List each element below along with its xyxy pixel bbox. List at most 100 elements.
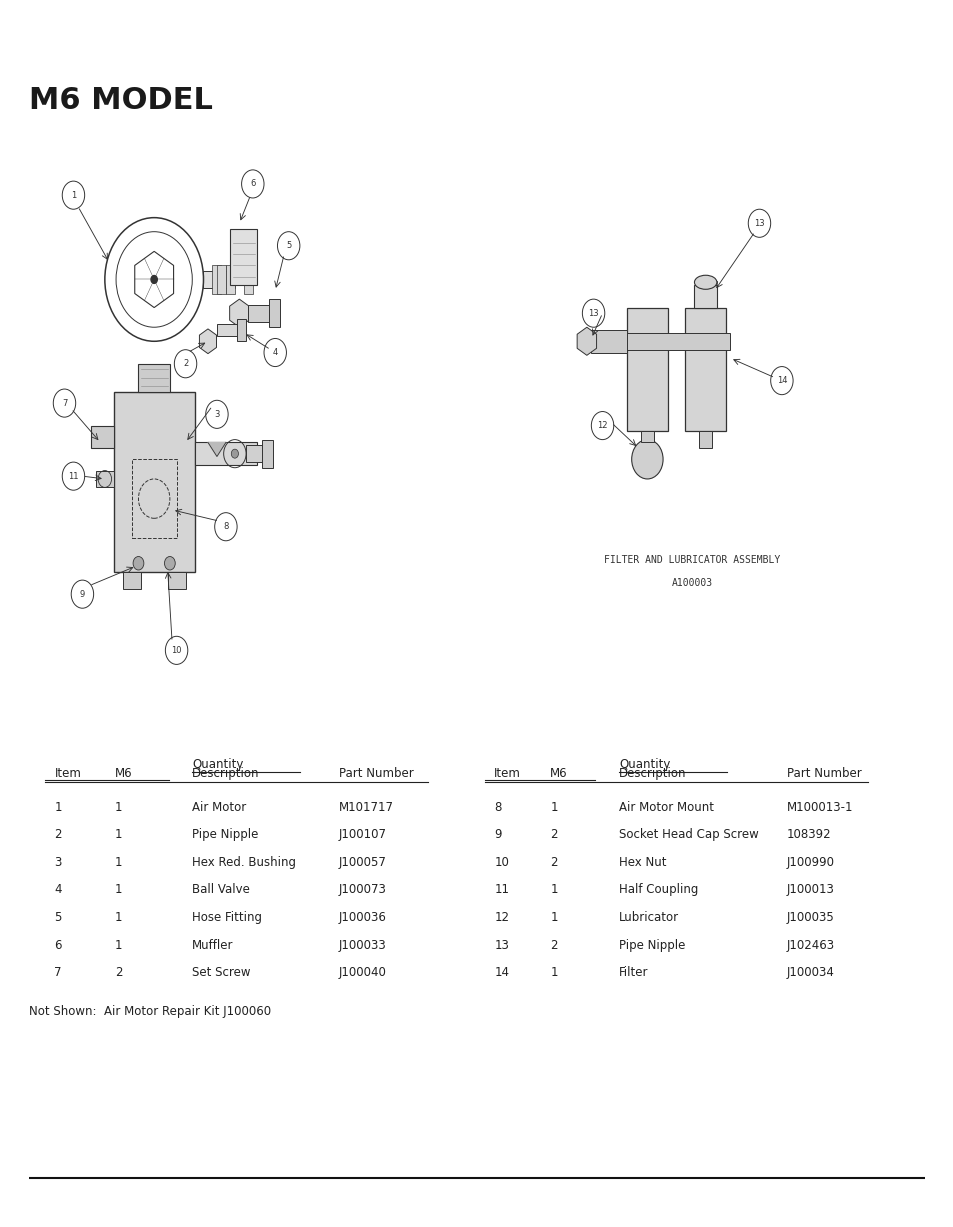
Text: Hose Fitting: Hose Fitting [192,910,262,924]
Text: 10: 10 [172,645,182,655]
Text: J100036: J100036 [338,910,386,924]
Text: 2: 2 [183,360,188,368]
FancyBboxPatch shape [237,319,246,341]
Text: 12: 12 [469,1188,484,1199]
FancyBboxPatch shape [216,324,239,336]
Polygon shape [208,443,226,456]
Text: 2: 2 [550,939,558,952]
Text: 9: 9 [80,590,85,599]
Text: Part Number: Part Number [786,767,861,780]
FancyBboxPatch shape [244,265,253,293]
Ellipse shape [694,275,716,290]
Text: 108392: 108392 [786,828,831,842]
Polygon shape [230,299,249,328]
Text: 5: 5 [54,910,62,924]
Circle shape [151,276,157,283]
Text: 1: 1 [71,190,76,200]
Text: 1: 1 [114,855,122,869]
Text: 2: 2 [54,828,62,842]
Text: 14: 14 [776,377,786,385]
Text: 1: 1 [114,883,122,896]
Text: Part Number: Part Number [338,767,413,780]
Text: Filter: Filter [618,966,648,979]
Text: 2: 2 [114,966,122,979]
FancyBboxPatch shape [113,391,194,572]
Text: Pipe Nipple: Pipe Nipple [618,939,684,952]
Text: Not Shown:  Air Motor Repair Kit J100060: Not Shown: Air Motor Repair Kit J100060 [29,1005,271,1018]
Text: Socket Head Cap Screw: Socket Head Cap Screw [618,828,758,842]
Text: 8: 8 [494,800,501,814]
FancyBboxPatch shape [138,363,170,391]
Text: 3: 3 [54,855,62,869]
Text: Description: Description [192,767,259,780]
Text: Air Motor: Air Motor [192,800,246,814]
Text: Hex Nut: Hex Nut [618,855,666,869]
FancyBboxPatch shape [95,470,113,487]
Text: 7: 7 [54,966,62,979]
Text: 2: 2 [550,828,558,842]
FancyBboxPatch shape [123,572,141,589]
FancyBboxPatch shape [91,426,113,448]
Text: Half Coupling: Half Coupling [618,883,698,896]
Text: 13: 13 [494,939,509,952]
Text: 1: 1 [550,800,558,814]
FancyBboxPatch shape [591,330,626,352]
FancyBboxPatch shape [231,229,257,285]
Text: 5: 5 [286,242,291,250]
Text: 1: 1 [550,966,558,979]
Text: 12: 12 [494,910,509,924]
Text: 13: 13 [588,309,598,318]
Text: 8: 8 [223,523,229,531]
Text: Description: Description [618,767,686,780]
FancyBboxPatch shape [268,299,279,328]
FancyBboxPatch shape [261,439,273,467]
Text: 10: 10 [494,855,509,869]
Text: 14: 14 [494,966,509,979]
Text: 1: 1 [550,883,558,896]
Text: 11: 11 [494,883,509,896]
Text: Lubricator: Lubricator [618,910,679,924]
FancyBboxPatch shape [699,431,712,448]
FancyBboxPatch shape [168,572,185,589]
Text: FILTER AND LUBRICATOR ASSEMBLY: FILTER AND LUBRICATOR ASSEMBLY [603,556,780,566]
Text: 7: 7 [62,399,67,407]
Text: 6: 6 [250,179,255,189]
Circle shape [631,439,662,479]
Text: M101717: M101717 [338,800,394,814]
FancyBboxPatch shape [622,333,730,350]
FancyBboxPatch shape [213,265,221,293]
Text: 1: 1 [114,939,122,952]
FancyBboxPatch shape [226,265,234,293]
FancyBboxPatch shape [640,431,654,443]
Text: 13: 13 [754,218,764,228]
FancyBboxPatch shape [216,265,226,293]
Polygon shape [577,328,596,356]
FancyBboxPatch shape [246,445,264,463]
Text: Hex Red. Bushing: Hex Red. Bushing [192,855,295,869]
Text: 4: 4 [54,883,62,896]
Text: M6: M6 [114,767,132,780]
FancyBboxPatch shape [248,304,271,321]
Text: J100057: J100057 [338,855,386,869]
Text: 1: 1 [550,910,558,924]
Text: J100034: J100034 [786,966,834,979]
FancyBboxPatch shape [194,443,257,465]
Text: 12: 12 [597,421,607,431]
Text: 3: 3 [214,410,219,418]
Text: A100003: A100003 [671,578,712,588]
Text: 2: 2 [550,855,558,869]
Text: Item: Item [494,767,520,780]
Text: Ball Valve: Ball Valve [192,883,250,896]
Text: 6: 6 [54,939,62,952]
FancyBboxPatch shape [203,271,234,288]
Text: 4: 4 [273,348,277,357]
Text: J102463: J102463 [786,939,834,952]
Text: 11: 11 [68,471,79,481]
Text: Item: Item [54,767,81,780]
Text: M6 MODEL: M6 MODEL [29,86,213,115]
Text: 1: 1 [114,828,122,842]
Polygon shape [199,329,216,353]
Text: Set Screw: Set Screw [192,966,251,979]
Text: J100033: J100033 [338,939,386,952]
Text: J100107: J100107 [338,828,386,842]
